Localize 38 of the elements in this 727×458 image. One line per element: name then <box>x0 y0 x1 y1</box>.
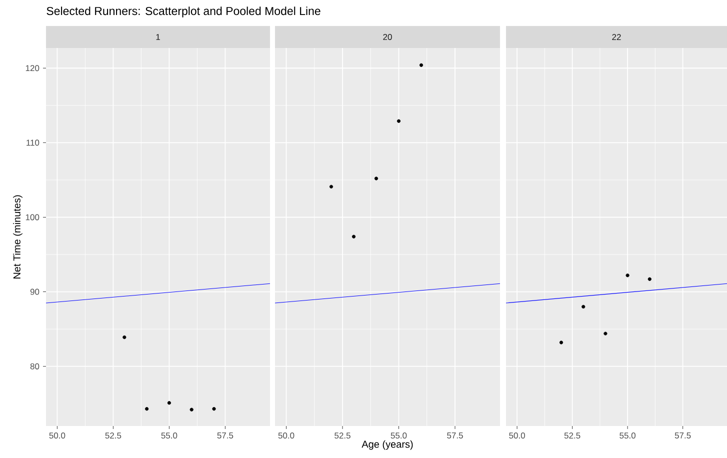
point <box>559 340 564 344</box>
chart-subtitle: 20 <box>383 34 392 40</box>
point <box>329 184 334 188</box>
point <box>190 408 194 412</box>
point <box>167 401 172 405</box>
chart-subtitle: 1 <box>156 34 160 40</box>
point <box>212 407 216 411</box>
x-tick-label: 55.0 <box>620 432 636 439</box>
y-tick-label: 120 <box>26 65 40 72</box>
y-tick-label: 80 <box>30 363 40 370</box>
point <box>419 63 424 67</box>
x-tick-label: 52.5 <box>105 432 122 439</box>
x-tick-label: 50.0 <box>278 432 294 439</box>
point <box>582 304 586 309</box>
chart-subtitle: 22 <box>612 34 621 40</box>
x-tick-label: 50.0 <box>49 432 66 439</box>
point <box>122 335 126 340</box>
chart-title: Selected Runners: Scatterplot and Pooled Model Line <box>46 6 320 18</box>
point <box>626 274 630 278</box>
point <box>396 119 401 123</box>
x-tick-label: 57.5 <box>217 432 234 438</box>
y-tick-label: 90 <box>30 288 40 295</box>
point <box>145 407 149 411</box>
x-axis-title: Age (years) <box>362 440 413 450</box>
point <box>352 234 356 238</box>
y-tick-label: 100 <box>26 214 40 220</box>
x-tick-label: 52.5 <box>564 432 580 439</box>
x-tick-label: 55.0 <box>390 432 407 439</box>
x-tick-label: 57.5 <box>674 432 691 438</box>
x-tick-label: 55.0 <box>161 432 178 439</box>
y-tick-label: 110 <box>26 140 40 146</box>
x-tick-label: 52.5 <box>334 432 350 439</box>
x-tick-label: 57.5 <box>447 432 463 438</box>
point <box>374 176 378 180</box>
point <box>604 332 608 336</box>
point <box>648 277 652 281</box>
y-axis-title: Net Time (minutes) <box>13 195 22 279</box>
x-tick-label: 50.0 <box>509 432 525 439</box>
